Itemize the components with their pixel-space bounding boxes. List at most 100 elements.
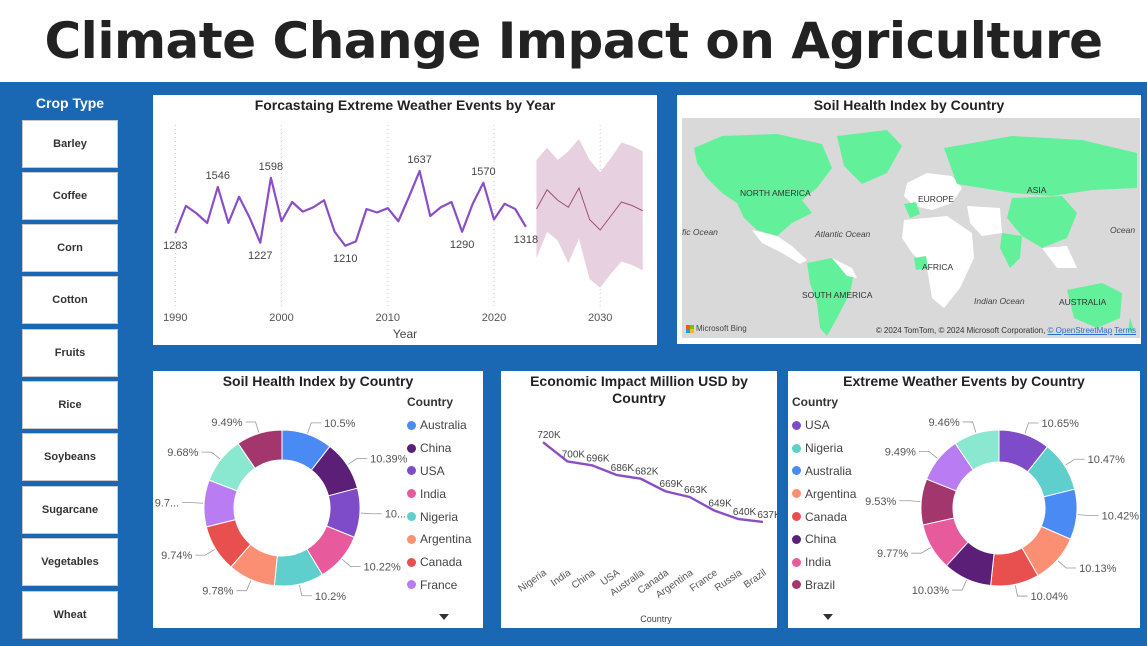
soil-legend-label: France — [420, 577, 458, 592]
x-tick-2020: 2020 — [482, 312, 506, 324]
slicer-item-sugarcane[interactable]: Sugarcane — [22, 486, 118, 534]
soil-slice-9 — [237, 429, 283, 469]
bing-logo: Microsoft Bing — [686, 324, 747, 333]
weather-legend-item-argentina[interactable]: Argentina — [792, 482, 856, 505]
weather-label-6: 9.77% — [877, 548, 908, 560]
weather-legend-item-brazil[interactable]: Brazil — [792, 574, 856, 597]
soil-legend-dot-icon — [407, 420, 416, 430]
slicer-item-barley[interactable]: Barley — [22, 120, 118, 168]
slicer-item-coffee[interactable]: Coffee — [22, 172, 118, 220]
weather-legend-label: Canada — [805, 509, 848, 524]
soil-donut-chart[interactable]: 10.5% 10.39% 10... 10.22% 10.2% 9.78% 9.74% 9.7… — [153, 371, 483, 628]
slicer-item-cotton[interactable]: Cotton — [22, 276, 118, 324]
soil-legend-item-china[interactable]: China — [407, 437, 471, 460]
soil-legend-label: Canada — [420, 555, 463, 570]
weather-legend-label: USA — [805, 418, 830, 433]
crop-slicer-title: Crop Type — [35, 95, 105, 111]
econ-category-8: Russia — [713, 567, 745, 594]
map-title: Soil Health Index by Country — [813, 97, 1005, 113]
forecast-confidence-band — [536, 139, 643, 288]
soil-donut-card[interactable]: Soil Health Index by Country 10.5% 10.39%… — [153, 371, 483, 628]
dashboard-title: Climate Change Impact on Agriculture — [44, 12, 1103, 70]
weather-label-3: 10.13% — [1079, 563, 1117, 575]
microsoft-logo-icon — [686, 324, 694, 333]
slicer-item-vegetables[interactable]: Vegetables — [22, 538, 118, 586]
weather-legend-item-canada[interactable]: Canada — [792, 505, 856, 528]
soil-leader-3 — [341, 558, 361, 567]
forecast-card[interactable]: Forcastaing Extreme Weather Events by Ye… — [153, 95, 657, 345]
data-label-1998: 1227 — [248, 250, 272, 262]
soil-legend-label: India — [420, 486, 447, 501]
soil-legend-item-nigeria[interactable]: Nigeria — [407, 505, 471, 528]
forecast-chart[interactable]: 1990 2000 2010 2020 2030 Year 1283 1546 1227 1598… — [153, 95, 657, 345]
land-greenland-shape — [837, 130, 902, 184]
weather-leader-5 — [952, 579, 967, 591]
data-label-2013: 1637 — [407, 154, 431, 166]
soil-legend-item-france[interactable]: France — [407, 574, 471, 597]
soil-label-6: 9.74% — [161, 550, 192, 562]
slicer-item-corn[interactable]: Corn — [22, 224, 118, 272]
soil-label-2: 10... — [385, 509, 406, 521]
land-nz — [1128, 318, 1134, 332]
soil-legend-label: USA — [420, 463, 445, 478]
econ-value-label-8: 640K — [733, 507, 757, 518]
weather-donut-card[interactable]: Extreme Weather Events by Country 10.65%… — [788, 371, 1140, 628]
weather-legend-item-india[interactable]: India — [792, 551, 856, 574]
soil-legend-item-argentina[interactable]: Argentina — [407, 528, 471, 551]
slicer-item-fruits[interactable]: Fruits — [22, 329, 118, 377]
soil-legend-more-icon[interactable] — [439, 613, 449, 621]
data-label-1994: 1546 — [206, 170, 230, 182]
soil-label-7: 9.7... — [155, 498, 179, 510]
econ-x-axis-label: Country — [640, 614, 672, 624]
soil-label-3: 10.22% — [363, 561, 401, 573]
weather-legend-more-icon[interactable] — [823, 613, 833, 621]
soil-leader-9 — [245, 421, 260, 433]
weather-leader-6 — [911, 547, 931, 554]
econ-value-label-6: 663K — [684, 485, 708, 496]
weather-label-1: 10.47% — [1088, 454, 1126, 466]
map-label-indian: Indian Ocean — [974, 296, 1025, 306]
econ-chart[interactable]: 720KNigeria700KIndia696KChina686KUSA682K… — [501, 371, 777, 628]
slicer-item-wheat[interactable]: Wheat — [22, 591, 118, 639]
soil-legend-label: Nigeria — [420, 509, 459, 524]
econ-title: Economic Impact Million USD by Country — [530, 373, 748, 406]
land-central-america — [752, 230, 807, 264]
weather-legend-label: Argentina — [805, 486, 857, 501]
econ-category-0: Nigeria — [516, 567, 549, 594]
weather-label-8: 9.49% — [885, 447, 916, 459]
econ-value-label-3: 686K — [611, 463, 635, 474]
osm-link[interactable]: © OpenStreetMap — [1047, 326, 1113, 335]
weather-legend-item-australia[interactable]: Australia — [792, 460, 856, 483]
weather-donut-chart[interactable]: 10.65% 10.47% 10.42% 10.13% 10.04% 10.03% 9.77… — [788, 371, 1140, 628]
soil-label-5: 9.78% — [202, 586, 233, 598]
slicer-item-rice[interactable]: Rice — [22, 381, 118, 429]
x-tick-1990: 1990 — [163, 312, 187, 324]
soil-legend-item-india[interactable]: India — [407, 482, 471, 505]
x-tick-2000: 2000 — [269, 312, 293, 324]
map-label-asia: ASIA — [1027, 185, 1047, 195]
terms-link[interactable]: Terms — [1114, 326, 1136, 335]
weather-legend-dot-icon — [792, 512, 801, 522]
actual-line — [174, 169, 527, 247]
land-australia — [1067, 283, 1122, 328]
weather-legend-item-china[interactable]: China — [792, 528, 856, 551]
weather-legend: Country USA Nigeria Australia Argentina Cana… — [792, 395, 856, 596]
soil-label-4: 10.2% — [315, 591, 346, 603]
soil-donut-title: Soil Health Index by Country — [222, 373, 414, 389]
weather-label-0: 10.65% — [1042, 418, 1080, 430]
econ-value-label-7: 649K — [708, 498, 732, 509]
econ-card[interactable]: Economic Impact Million USD by Country 7… — [501, 371, 777, 628]
soil-legend-title: Country — [407, 395, 453, 409]
econ-value-label-4: 682K — [635, 467, 659, 478]
soil-legend-item-usa[interactable]: USA — [407, 460, 471, 483]
weather-legend-item-usa[interactable]: USA — [792, 414, 856, 437]
map-canvas[interactable]: NORTH AMERICA EUROPE ASIA AFRICA SOUTH A… — [682, 118, 1140, 338]
soil-legend-item-australia[interactable]: Australia — [407, 414, 471, 437]
land-middle-east — [967, 206, 1002, 236]
weather-legend-item-nigeria[interactable]: Nigeria — [792, 437, 856, 460]
soil-legend-dot-icon — [407, 534, 416, 544]
land-north-america — [694, 134, 832, 236]
soil-legend-item-canada[interactable]: Canada — [407, 551, 471, 574]
slicer-item-soybeans[interactable]: Soybeans — [22, 433, 118, 481]
world-map[interactable]: NORTH AMERICA EUROPE ASIA AFRICA SOUTH A… — [682, 118, 1140, 338]
